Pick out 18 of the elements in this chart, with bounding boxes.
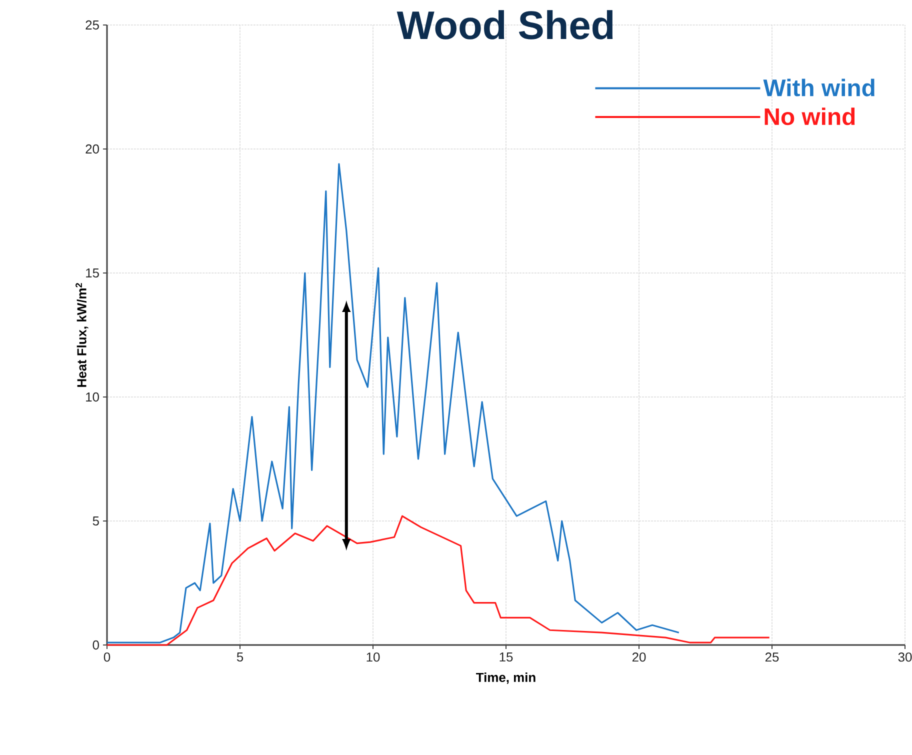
x-tick-label: 10 xyxy=(366,652,380,662)
y-tick-label: 20 xyxy=(86,144,99,154)
y-tick-label: 5 xyxy=(92,516,99,526)
x-tick-label: 0 xyxy=(104,652,110,662)
chart-title: Wood Shed xyxy=(396,10,613,40)
y-tick-label: 15 xyxy=(86,268,99,278)
y-tick-label: 25 xyxy=(86,20,99,30)
x-tick-label: 5 xyxy=(236,652,244,662)
x-axis-title: Time, min xyxy=(476,672,536,684)
y-tick-label: 0 xyxy=(92,640,99,650)
y-axis-title: Heat Flux, kW/m$^{2}$ xyxy=(76,283,88,387)
x-tick-label: 15 xyxy=(500,652,513,662)
x-tick-label: 25 xyxy=(765,652,779,662)
text: No wind xyxy=(764,108,855,126)
x-tick-label: 30 xyxy=(898,652,912,662)
text: With wind xyxy=(763,78,874,96)
x-tick-label: 20 xyxy=(632,652,646,662)
y-tick-label: 10 xyxy=(86,392,99,402)
